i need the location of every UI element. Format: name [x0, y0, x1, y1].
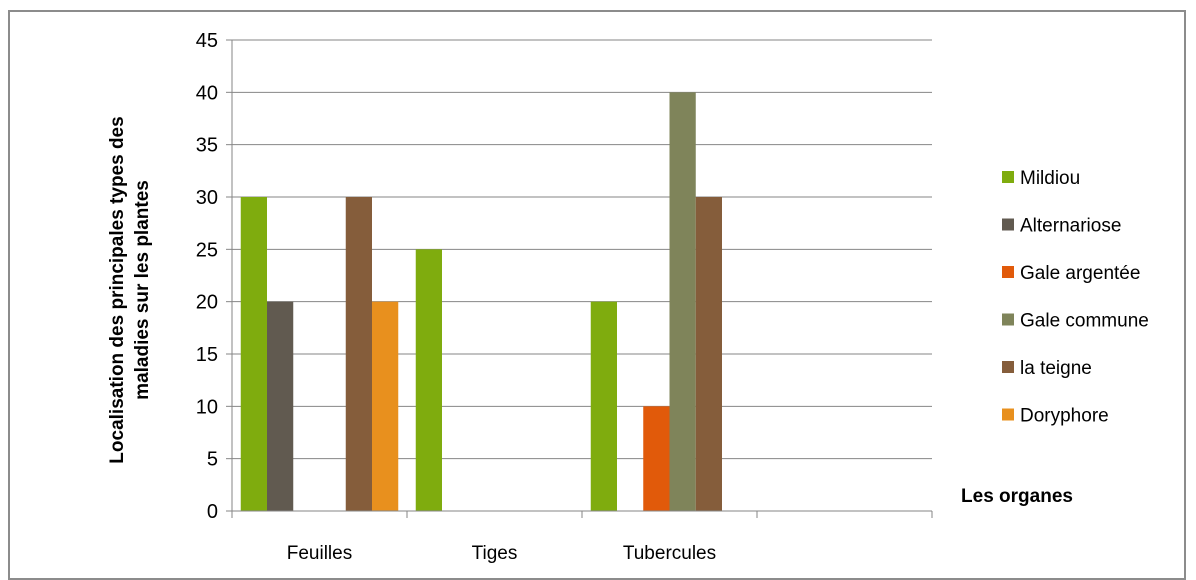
y-tick-label: 5	[207, 449, 218, 471]
y-tick-label: 25	[196, 239, 218, 261]
bars	[240, 92, 722, 512]
legend-swatch	[1002, 171, 1014, 183]
x-category-label: Feuilles	[287, 543, 352, 564]
y-axis-label-line-1: Localisation des principales types des	[107, 116, 128, 463]
bar	[372, 301, 399, 511]
gridlines	[226, 39, 932, 512]
legend-label: la teigne	[1020, 358, 1092, 379]
legend-swatch	[1002, 218, 1014, 231]
y-tick-label: 15	[196, 344, 218, 366]
bar	[267, 301, 294, 511]
y-tick-label: 10	[196, 396, 218, 418]
y-tick-label: 35	[196, 135, 218, 157]
y-tick-label: 45	[196, 30, 218, 52]
legend-label: Mildiou	[1020, 168, 1080, 189]
bar	[669, 92, 696, 511]
legend: Mildiou Alternariose Gale argentée Gale com…	[1002, 168, 1149, 427]
legend-label: Doryphore	[1020, 406, 1109, 427]
y-tick-label: 30	[196, 187, 218, 209]
x-category-label: Tubercules	[623, 543, 716, 564]
x-category-labels: Feuilles Tiges Tubercules	[287, 543, 716, 564]
legend-swatch	[1002, 266, 1014, 278]
legend-label: Alternariose	[1020, 216, 1121, 237]
legend-label: Gale argentée	[1020, 263, 1140, 284]
bar	[240, 197, 267, 511]
bar	[643, 406, 670, 511]
y-axis-label-line-2: maladies sur les plantes	[132, 180, 153, 400]
legend-swatch	[1002, 313, 1014, 326]
y-tick-labels: 0 5 10 15 20 25 30 35 40 45	[196, 30, 218, 523]
bar	[695, 197, 722, 511]
legend-swatch	[1002, 408, 1014, 421]
axes	[231, 40, 933, 518]
legend-label: Gale commune	[1020, 311, 1149, 332]
y-tick-label: 0	[207, 501, 218, 523]
bar	[345, 197, 372, 511]
y-tick-label: 20	[196, 292, 218, 314]
x-axis-label: Les organes	[961, 486, 1073, 507]
x-category-label: Tiges	[472, 543, 518, 564]
y-tick-label: 40	[196, 82, 218, 104]
legend-swatch	[1002, 361, 1014, 373]
bar	[590, 301, 617, 511]
bar	[415, 249, 442, 512]
